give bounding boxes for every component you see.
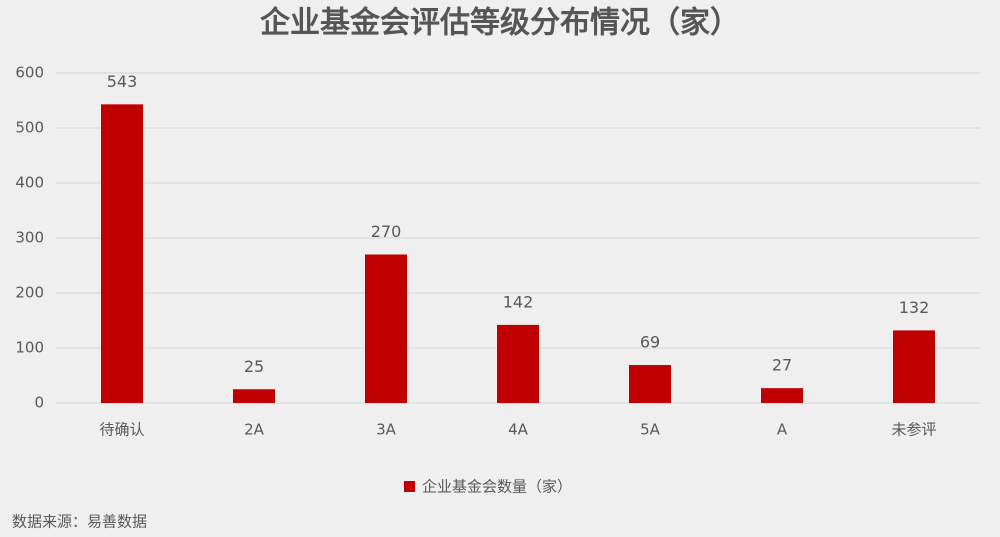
data-label: 543 — [107, 72, 138, 91]
chart-title: 企业基金会评估等级分布情况（家） — [260, 6, 740, 41]
data-label: 132 — [899, 298, 930, 317]
data-label: 270 — [371, 222, 402, 241]
bar — [365, 254, 407, 403]
y-tick-label: 300 — [15, 229, 44, 247]
bar — [629, 365, 671, 403]
data-label: 25 — [244, 357, 264, 376]
bar — [761, 388, 803, 403]
bar — [101, 104, 143, 403]
bar — [233, 389, 275, 403]
x-tick-label: A — [777, 421, 788, 439]
y-tick-label: 100 — [15, 339, 44, 357]
data-label: 27 — [772, 356, 792, 375]
x-tick-label: 5A — [640, 421, 661, 439]
x-tick-label: 4A — [508, 421, 529, 439]
y-tick-label: 400 — [15, 174, 44, 192]
y-tick-label: 0 — [34, 394, 44, 412]
y-tick-label: 600 — [15, 64, 44, 82]
source-note: 数据来源：易善数据 — [12, 513, 147, 531]
data-label: 69 — [640, 333, 660, 352]
legend-label: 企业基金会数量（家） — [422, 478, 572, 496]
legend-swatch — [404, 481, 415, 492]
y-tick-label: 200 — [15, 284, 44, 302]
x-tick-label: 待确认 — [99, 421, 144, 439]
bar — [497, 324, 539, 403]
x-tick-label: 未参评 — [891, 421, 936, 439]
x-tick-label: 2A — [244, 421, 265, 439]
y-tick-label: 500 — [15, 119, 44, 137]
data-label: 142 — [503, 292, 534, 311]
x-tick-label: 3A — [376, 421, 397, 439]
bar — [893, 330, 935, 403]
